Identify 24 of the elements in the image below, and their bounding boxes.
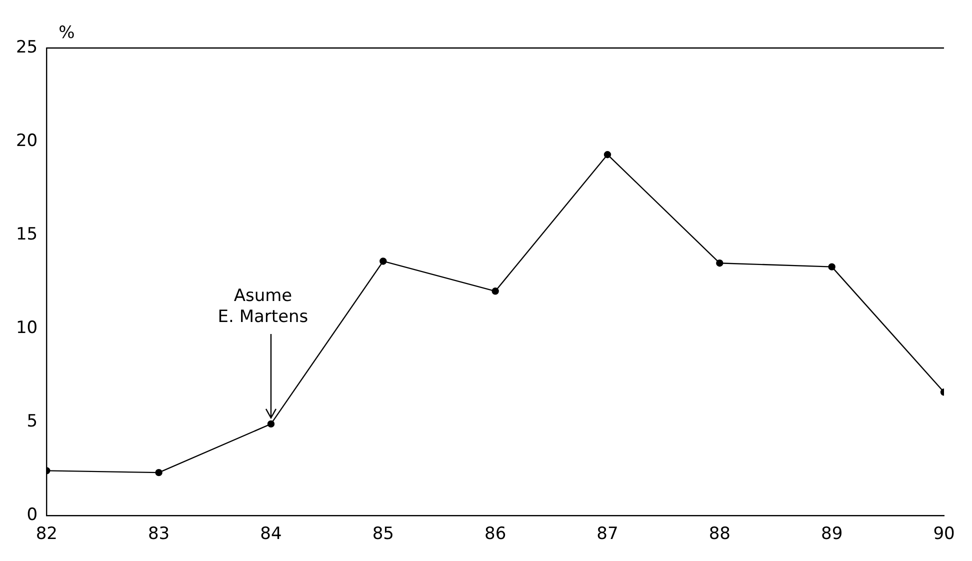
- x-tick-label: 87: [596, 524, 618, 544]
- y-tick-label: 25: [16, 37, 38, 58]
- x-tick-label: 90: [933, 524, 955, 544]
- annotation: Asume E. Martens: [218, 286, 308, 327]
- y-tick-label: 5: [26, 412, 38, 432]
- point: [155, 468, 162, 476]
- y-tick-label: 15: [16, 224, 38, 244]
- point: [604, 151, 612, 158]
- y-axis-title: %: [58, 22, 75, 43]
- x-tick-label: 86: [484, 524, 506, 544]
- point: [828, 263, 836, 270]
- x-tick-label: 85: [372, 524, 394, 544]
- x-tick-label: 88: [708, 524, 730, 544]
- y-tick-label: 20: [16, 130, 38, 151]
- y-tick-label: 10: [16, 318, 38, 338]
- point: [492, 288, 499, 295]
- x-tick-label: 84: [260, 524, 282, 544]
- point: [716, 259, 724, 267]
- x-tick-label: 82: [36, 524, 58, 544]
- x-tick-label: 83: [148, 524, 170, 544]
- point: [267, 420, 275, 428]
- x-tick-label: 89: [821, 524, 843, 544]
- point: [380, 258, 387, 265]
- y-tick-label: 0: [26, 505, 38, 526]
